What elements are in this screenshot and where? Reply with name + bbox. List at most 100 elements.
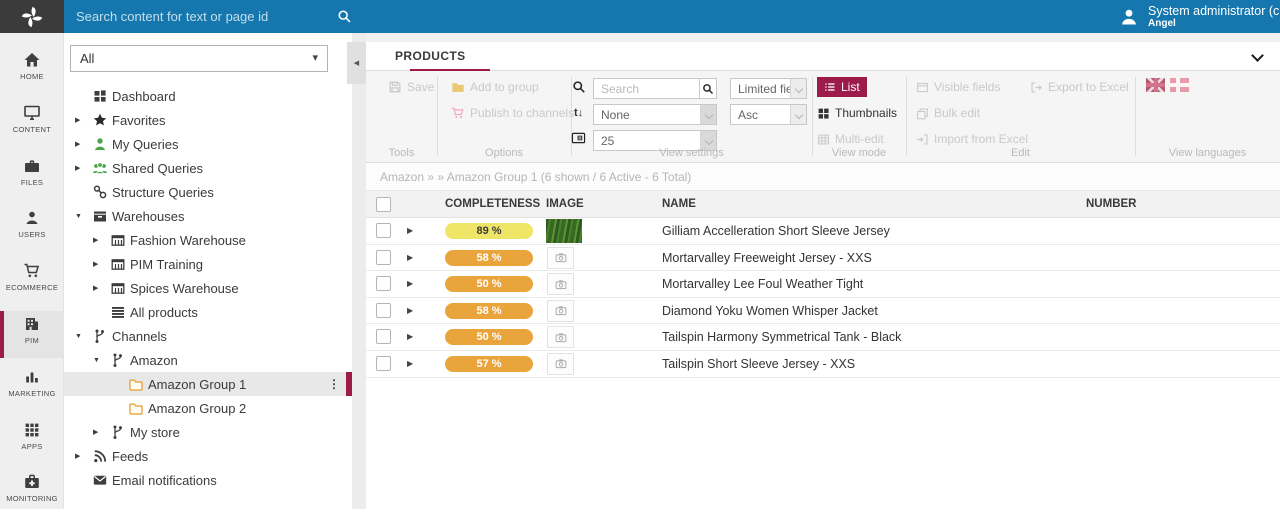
tree-item-warehouses[interactable]: ▼ Warehouses <box>64 204 352 228</box>
sidebar-item-marketing[interactable]: MARKETING <box>0 364 64 411</box>
row-checkbox[interactable] <box>376 329 391 345</box>
collapsed-arrow-icon[interactable]: ▶ <box>75 165 81 172</box>
tree-filter-dropdown[interactable]: All ▾ <box>70 45 328 72</box>
collapse-ribbon-chevron-icon[interactable] <box>1251 49 1264 62</box>
sidebar-item-apps[interactable]: APPS <box>0 417 64 464</box>
tree-item-shared-queries[interactable]: ▶ Shared Queries <box>64 156 352 180</box>
column-header-completeness[interactable]: COMPLETENESS <box>445 198 541 210</box>
group-label-options: Options <box>485 147 523 159</box>
selection-accent-bar <box>346 372 352 396</box>
bulk-edit-icon <box>916 107 929 120</box>
expanded-arrow-icon[interactable]: ▼ <box>75 332 82 340</box>
row-checkbox[interactable] <box>376 276 391 292</box>
tree-item-dashboard[interactable]: Dashboard <box>64 84 352 108</box>
sidebar-item-monitoring[interactable]: MONITORING <box>0 469 64 516</box>
kebab-menu-icon[interactable]: ⋮ <box>328 377 340 391</box>
row-expand-icon[interactable]: ▶ <box>407 252 414 262</box>
user-menu[interactable]: System administrator (ch Angel <box>1118 0 1280 33</box>
tree-item-fashion-warehouse[interactable]: ▶ Fashion Warehouse <box>64 228 352 252</box>
table-row[interactable]: ▶ 58 % Diamond Yoku Women Whisper Jacket <box>366 297 1280 325</box>
bulk-edit-button[interactable]: Bulk edit <box>916 106 980 120</box>
view-mode-thumbnails-button[interactable]: Thumbnails <box>817 106 897 120</box>
collapse-panel-handle[interactable]: ◀ <box>347 42 366 84</box>
tree-item-channels[interactable]: ▼ Channels <box>64 324 352 348</box>
column-header-name[interactable]: NAME <box>662 198 696 210</box>
column-header-number[interactable]: NUMBER <box>1086 198 1137 210</box>
tree-item-pim-training[interactable]: ▶ PIM Training <box>64 252 352 276</box>
publish-to-channels-button[interactable]: Publish to channels <box>451 106 574 120</box>
collapsed-arrow-icon[interactable]: ▶ <box>93 237 99 244</box>
tab-products[interactable]: PRODUCTS <box>395 42 490 72</box>
row-checkbox[interactable] <box>376 249 391 265</box>
chevron-down-icon[interactable] <box>790 105 806 124</box>
search-icon[interactable] <box>337 9 352 24</box>
search-go-button[interactable] <box>699 79 716 98</box>
tree-item-all-products[interactable]: All products <box>64 300 352 324</box>
top-bar: System administrator (ch Angel <box>0 0 1280 33</box>
sidebar-item-home[interactable]: HOME <box>0 47 64 94</box>
chevron-down-icon[interactable] <box>700 131 716 150</box>
visible-fields-button[interactable]: Visible fields <box>916 80 1000 94</box>
table-row[interactable]: ▶ 50 % Tailspin Harmony Symmetrical Tank… <box>366 324 1280 351</box>
flag-uk-icon[interactable] <box>1146 78 1165 92</box>
table-row[interactable]: ▶ 58 % Mortarvalley Freeweight Jersey - … <box>366 244 1280 272</box>
ribbon-search-input[interactable] <box>594 81 699 96</box>
tree-item-email-notifications[interactable]: Email notifications <box>64 468 352 492</box>
panel-splitter[interactable] <box>352 33 366 509</box>
expanded-arrow-icon[interactable]: ▼ <box>93 356 100 364</box>
tree-item-amazon-group-2[interactable]: Amazon Group 2 <box>64 396 352 420</box>
global-search <box>64 0 360 33</box>
expanded-arrow-icon[interactable]: ▼ <box>75 212 82 220</box>
collapsed-arrow-icon[interactable]: ▶ <box>93 285 99 292</box>
export-to-excel-button[interactable]: Export to Excel <box>1030 80 1129 94</box>
page-size-dropdown[interactable]: 25 <box>593 130 717 151</box>
tree-item-feeds[interactable]: ▶ Feeds <box>64 444 352 468</box>
sidebar-item-content[interactable]: CONTENT <box>0 100 64 147</box>
sidebar-item-pim[interactable]: PIM <box>0 311 64 358</box>
view-mode-multi-edit-button[interactable]: Multi-edit <box>817 132 884 146</box>
sidebar-item-users[interactable]: USERS <box>0 205 64 252</box>
sidebar-item-ecommerce[interactable]: ECOMMERCE <box>0 258 64 305</box>
sidebar-item-files[interactable]: FILES <box>0 153 64 200</box>
collapsed-arrow-icon[interactable]: ▶ <box>93 261 99 268</box>
table-row[interactable]: ▶ 89 % Gilliam Accelleration Short Sleev… <box>366 218 1280 245</box>
flag-denmark-icon[interactable] <box>1170 78 1189 92</box>
table-row[interactable]: ▶ 50 % Mortarvalley Lee Foul Weather Tig… <box>366 271 1280 298</box>
row-expand-icon[interactable]: ▶ <box>407 358 414 368</box>
collapsed-arrow-icon[interactable]: ▶ <box>75 453 81 460</box>
column-header-image[interactable]: IMAGE <box>546 198 584 210</box>
chevron-down-icon[interactable] <box>790 79 806 98</box>
tree-item-my-queries[interactable]: ▶ My Queries <box>64 132 352 156</box>
briefcase-icon <box>0 157 64 174</box>
save-button[interactable]: Save <box>388 80 434 94</box>
chevron-down-icon[interactable] <box>700 105 716 124</box>
sort-by-dropdown[interactable]: None <box>593 104 717 125</box>
sort-direction-dropdown[interactable]: Asc <box>730 104 807 125</box>
view-mode-list-button[interactable]: List <box>817 77 867 97</box>
field-limit-dropdown[interactable]: Limited fiel <box>730 78 807 99</box>
collapsed-arrow-icon[interactable]: ▶ <box>93 429 99 436</box>
row-expand-icon[interactable]: ▶ <box>407 226 414 235</box>
table-row[interactable]: ▶ 57 % Tailspin Short Sleeve Jersey - XX… <box>366 350 1280 378</box>
collapsed-arrow-icon[interactable]: ▶ <box>75 141 81 148</box>
app-logo[interactable] <box>0 0 64 33</box>
add-to-group-button[interactable]: Add to group <box>451 80 539 94</box>
person-green-icon <box>92 136 108 152</box>
row-checkbox[interactable] <box>376 355 391 371</box>
collapsed-arrow-icon[interactable]: ▶ <box>75 117 81 124</box>
tree-item-structure-queries[interactable]: Structure Queries <box>64 180 352 204</box>
row-checkbox[interactable] <box>376 223 391 238</box>
select-all-checkbox[interactable] <box>376 197 391 212</box>
global-search-input[interactable] <box>76 0 336 33</box>
tree-item-my-store[interactable]: ▶ My store <box>64 420 352 444</box>
row-expand-icon[interactable]: ▶ <box>407 279 414 289</box>
row-expand-icon[interactable]: ▶ <box>407 332 414 342</box>
tree-item-spices-warehouse[interactable]: ▶ Spices Warehouse <box>64 276 352 300</box>
tree-item-amazon-group-1[interactable]: Amazon Group 1 ⋮ <box>64 372 352 396</box>
row-expand-icon[interactable]: ▶ <box>407 305 414 315</box>
tree-item-amazon[interactable]: ▼ Amazon <box>64 348 352 372</box>
import-from-excel-button[interactable]: Import from Excel <box>916 132 1028 146</box>
pinwheel-logo-icon <box>19 4 45 30</box>
tree-item-favorites[interactable]: ▶ Favorites <box>64 108 352 132</box>
row-checkbox[interactable] <box>376 302 391 318</box>
